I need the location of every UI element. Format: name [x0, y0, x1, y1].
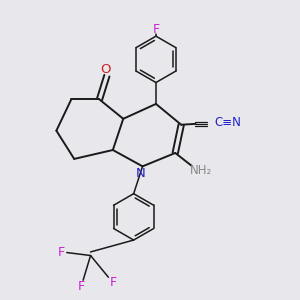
Text: N: N	[135, 167, 145, 180]
Text: F: F	[78, 280, 85, 293]
Text: F: F	[58, 246, 65, 259]
Text: C≡N: C≡N	[214, 116, 241, 129]
Text: O: O	[100, 63, 111, 76]
Text: F: F	[152, 23, 160, 36]
Text: F: F	[110, 276, 117, 289]
Text: NH₂: NH₂	[189, 164, 212, 177]
